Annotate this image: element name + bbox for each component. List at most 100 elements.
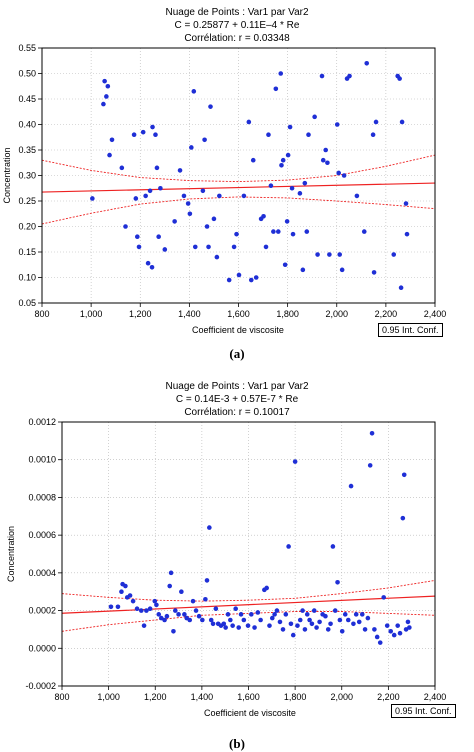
data-point — [207, 525, 212, 530]
data-point — [109, 137, 115, 143]
data-point — [231, 244, 237, 250]
data-point — [388, 629, 394, 634]
scatter-plot-a: 800 1,000 1,200 1,400 1,600 1,800 2,000 2,200 2,… — [2, 43, 446, 335]
chart-panel-a: Nuage de Points : Var1 par Var2 C = 0.25… — [0, 0, 474, 361]
data-point — [238, 612, 244, 617]
data-point — [315, 252, 320, 257]
data-point — [203, 596, 208, 602]
data-point — [206, 244, 211, 250]
y-axis-label: Concentration — [2, 147, 12, 203]
x-tick-label: 1,000 — [97, 692, 120, 702]
data-point — [356, 619, 362, 625]
data-point — [105, 83, 111, 89]
data-point — [185, 201, 191, 206]
data-point — [319, 73, 325, 79]
y-tick-label: 0.25 — [18, 196, 36, 206]
data-point — [334, 122, 340, 127]
data-point — [297, 191, 303, 196]
data-point — [348, 483, 354, 489]
data-point — [372, 627, 377, 632]
y-tick-label: 0.0010 — [28, 455, 56, 465]
data-point — [196, 613, 202, 619]
data-point — [264, 585, 269, 591]
y-tick-label: 0.55 — [18, 43, 36, 53]
data-point — [302, 180, 308, 186]
data-point — [304, 612, 310, 617]
data-point — [176, 612, 181, 617]
data-point — [143, 193, 148, 199]
data-point — [317, 619, 322, 625]
x-tick-label: 1,800 — [284, 692, 307, 702]
data-point — [325, 160, 330, 166]
data-point — [400, 515, 406, 521]
data-point — [314, 625, 319, 630]
data-point — [108, 604, 114, 610]
data-point — [373, 119, 379, 125]
data-point — [285, 152, 291, 158]
data-point — [327, 252, 332, 257]
data-point — [228, 617, 233, 623]
data-point — [280, 157, 286, 163]
data-point — [332, 608, 338, 613]
data-point — [162, 247, 168, 252]
conf-band-lower — [41, 196, 436, 225]
data-point — [347, 73, 352, 79]
x-tick-label: 2,000 — [325, 309, 348, 319]
data-point — [297, 617, 303, 623]
data-point — [123, 224, 128, 229]
panel-label: (b) — [229, 736, 245, 751]
data-point — [214, 254, 220, 260]
data-point — [141, 623, 147, 628]
x-tick-label: 1,400 — [178, 309, 201, 319]
y-tick-label: 0.0002 — [28, 606, 56, 616]
data-point — [395, 623, 401, 628]
data-point — [300, 267, 306, 273]
data-point — [371, 270, 377, 275]
data-point — [328, 621, 333, 627]
data-point — [107, 152, 112, 158]
data-point — [384, 623, 390, 628]
data-point — [370, 132, 376, 137]
data-point — [245, 623, 251, 628]
data-point — [182, 612, 187, 617]
data-point — [268, 183, 274, 188]
data-point — [164, 613, 170, 619]
data-point — [307, 617, 312, 623]
data-point — [381, 595, 387, 600]
data-point — [377, 640, 383, 645]
data-point — [191, 89, 197, 94]
data-point — [171, 629, 176, 634]
data-point — [397, 76, 402, 81]
data-point — [292, 459, 298, 464]
data-point — [277, 619, 283, 625]
data-point — [147, 188, 153, 194]
data-point — [230, 623, 235, 628]
chart-title: Nuage de Points : Var1 par Var2 — [165, 7, 309, 18]
data-point — [153, 132, 158, 137]
scatter-plot-b: 800 1,000 1,200 1,400 1,600 1,800 2,000 2,200 2,… — [6, 417, 446, 718]
data-point — [119, 589, 124, 595]
data-point — [304, 229, 310, 234]
data-point — [258, 617, 263, 623]
data-point — [351, 621, 356, 627]
x-tick-label: 1,600 — [227, 309, 250, 319]
chart-annotation: Corrélation: r = 0.10017 — [184, 407, 290, 418]
data-point — [391, 632, 397, 638]
data-point — [246, 119, 252, 125]
data-point — [192, 244, 198, 250]
data-point — [133, 196, 139, 201]
data-point — [102, 78, 107, 84]
data-point — [404, 231, 410, 237]
data-point — [253, 275, 259, 280]
data-point — [269, 615, 275, 621]
data-point — [278, 71, 284, 76]
data-point — [241, 617, 247, 623]
data-point — [177, 168, 183, 173]
data-point — [144, 608, 149, 613]
regression-line — [41, 182, 436, 193]
data-point — [233, 606, 238, 611]
data-point — [337, 617, 343, 623]
data-point — [181, 193, 187, 199]
data-point — [136, 244, 142, 250]
data-point — [361, 229, 367, 234]
